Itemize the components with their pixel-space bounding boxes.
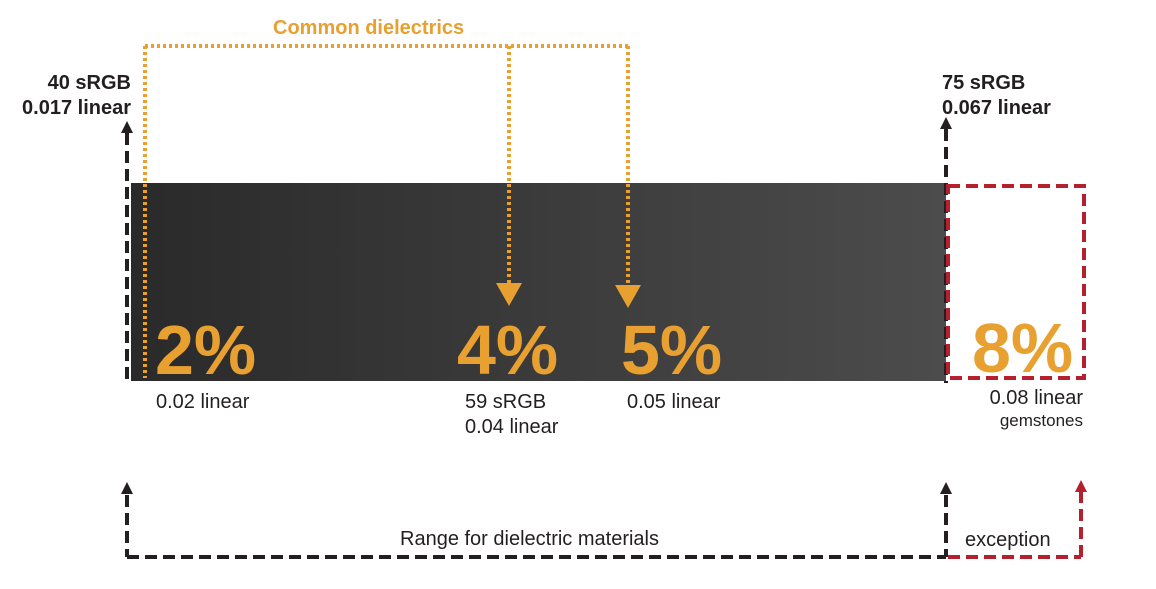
left-bound-linear-label: 0.017 linear (22, 97, 131, 119)
arrow-to-4-percent (496, 283, 522, 306)
left-bound-arrowhead (121, 121, 133, 133)
arrow-to-5-percent (615, 285, 641, 308)
reflectance-gradient-bar (131, 183, 946, 381)
right-bound-srgb-label: 75 sRGB (942, 72, 1026, 94)
range-bracket (125, 495, 948, 559)
range-label: Range for dielectric materials (400, 528, 659, 550)
gemstones-label: gemstones (999, 411, 1083, 430)
percent-4-label: 4% (457, 311, 559, 389)
linear-5-label: 0.05 linear (627, 391, 721, 413)
right-bound-linear-label: 0.067 linear (942, 97, 1051, 119)
exception-bracket (948, 492, 1083, 559)
range-right-arrowhead (940, 482, 952, 494)
exception-label: exception (965, 529, 1051, 551)
percent-2-label: 2% (155, 311, 257, 389)
exception-arrowhead (1075, 480, 1087, 492)
left-bound-srgb-label: 40 sRGB (47, 72, 131, 94)
range-left-arrowhead (121, 482, 133, 494)
linear-8-label: 0.08 linear (989, 387, 1083, 409)
linear-2-label: 0.02 linear (156, 391, 250, 413)
linear-4-label: 0.04 linear (465, 416, 559, 438)
diagram-title: Common dielectrics (273, 17, 465, 39)
common-dielectrics-bracket (143, 44, 630, 378)
right-bound-arrowhead (940, 117, 952, 129)
percent-8-label: 8% (972, 309, 1074, 387)
exception-box (946, 184, 1086, 380)
percent-5-label: 5% (621, 311, 723, 389)
srgb-4-label: 59 sRGB (465, 391, 547, 413)
